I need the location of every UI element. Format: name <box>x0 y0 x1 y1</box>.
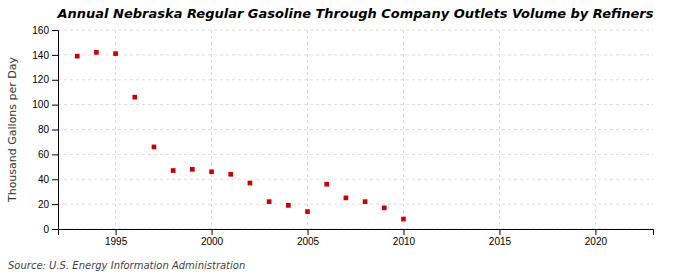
point <box>324 182 329 187</box>
y-tick-label: 60 <box>38 149 50 160</box>
x-tick-label: 2000 <box>201 236 224 247</box>
y-tick-mark <box>52 105 58 106</box>
point <box>267 199 272 204</box>
x-grid-line <box>307 30 308 229</box>
point <box>401 217 406 222</box>
y-grid-line <box>58 179 653 180</box>
point <box>171 168 176 173</box>
x-tick-mark <box>212 229 213 235</box>
grid <box>58 30 653 229</box>
y-tick-label: 160 <box>32 25 49 36</box>
y-tick-mark <box>52 55 58 56</box>
y-tick-mark <box>52 154 58 155</box>
y-tick-mark <box>52 204 58 205</box>
x-tick-label: 1995 <box>105 236 128 247</box>
x-axis-line <box>59 230 654 236</box>
y-tick-label: 20 <box>38 199 50 210</box>
y-tick: 100 <box>32 99 58 110</box>
point <box>132 95 137 100</box>
title: Annual Nebraska Regular Gasoline Through… <box>57 6 654 21</box>
y-tick: 160 <box>32 25 58 36</box>
y-grid-line <box>58 79 653 80</box>
x-tick-mark <box>116 229 117 235</box>
y-tick: 20 <box>38 199 58 210</box>
y-axis: 0 20 40 60 80 100 120 140 160 <box>32 25 58 235</box>
x-tick-label: 2015 <box>489 236 512 247</box>
point <box>382 206 387 211</box>
y-grid-line <box>58 129 653 130</box>
y-tick-mark <box>52 179 58 180</box>
y-tick-mark <box>52 229 58 230</box>
y-axis-line <box>52 31 59 230</box>
y-grid-line <box>58 54 653 55</box>
x-tick-mark <box>308 229 309 235</box>
y-tick-label: 120 <box>32 74 49 85</box>
point <box>94 50 99 55</box>
y-grid-line <box>58 154 653 155</box>
x-tick: 1995 <box>105 229 128 247</box>
point <box>344 196 349 201</box>
x-tick-label: 2005 <box>297 236 320 247</box>
x-tick-mark <box>403 229 404 235</box>
y-grid-line <box>58 204 653 205</box>
y-tick-mark <box>52 130 58 131</box>
y-tick: 120 <box>32 74 58 85</box>
x-tick-label: 2020 <box>585 236 608 247</box>
x-tick: 2015 <box>489 229 512 247</box>
x-tick: 2000 <box>201 229 224 247</box>
x-grid-line <box>595 30 596 229</box>
source: Source: U.S. Energy Information Administ… <box>8 260 245 271</box>
point <box>363 199 368 204</box>
x-tick-label: 2010 <box>393 236 416 247</box>
point <box>286 203 291 208</box>
point <box>305 209 310 214</box>
y-grid-line <box>58 104 653 105</box>
y-tick-mark <box>52 80 58 81</box>
point <box>113 51 118 56</box>
y-tick-mark <box>52 30 58 31</box>
point <box>228 172 233 177</box>
chart: 1995 2000 2005 2010 2015 2020 0 20 40 60 80 100 120 1… <box>0 0 675 275</box>
point <box>190 167 195 172</box>
y-tick: 80 <box>38 124 58 135</box>
y-tick-label: 40 <box>38 174 50 185</box>
x-tick: 2005 <box>297 229 320 247</box>
x-grid-line <box>403 30 404 229</box>
y-grid-line <box>58 30 653 31</box>
x-grid-line <box>211 30 212 229</box>
plot: 1995 2000 2005 2010 2015 2020 0 20 40 60 80 100 120 1… <box>32 25 653 247</box>
x-grid-line <box>115 30 116 229</box>
x-grid-line <box>499 30 500 229</box>
x-axis: 1995 2000 2005 2010 2015 2020 <box>59 229 654 247</box>
y-tick-label: 140 <box>32 50 49 61</box>
y-tick: 60 <box>38 149 58 160</box>
x-tick-mark <box>499 229 500 235</box>
y-tick: 40 <box>38 174 58 185</box>
point <box>209 169 214 174</box>
y-tick-label: 100 <box>32 99 49 110</box>
x-tick: 2010 <box>393 229 416 247</box>
x-tick-mark <box>595 229 596 235</box>
y-tick-label: 0 <box>43 224 49 235</box>
point <box>248 181 253 186</box>
x-tick: 2020 <box>585 229 608 247</box>
y-tick: 140 <box>32 50 58 61</box>
y-tick-label: 80 <box>38 124 50 135</box>
points <box>75 50 406 221</box>
y-axis-title: Thousand Gallons per Day <box>6 56 19 203</box>
point <box>152 145 157 150</box>
y-tick: 0 <box>43 224 58 235</box>
point <box>75 54 80 59</box>
